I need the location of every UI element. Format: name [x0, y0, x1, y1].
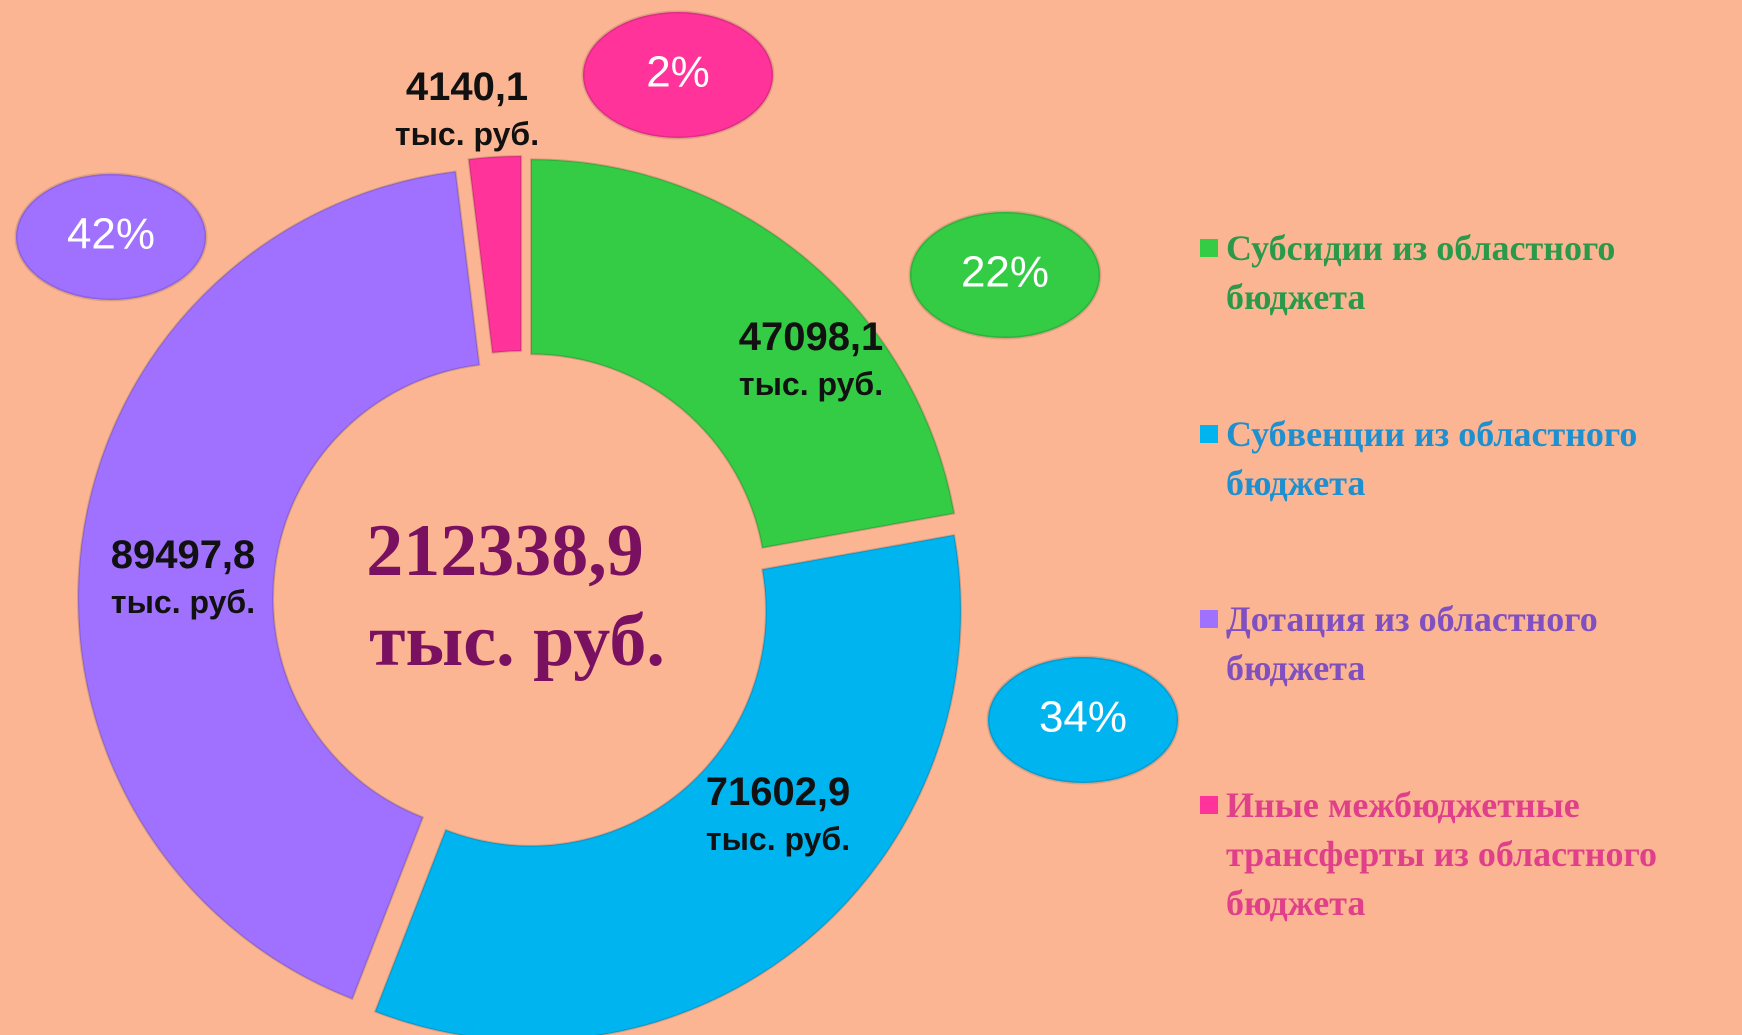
value-unit: тыс. руб. [111, 584, 255, 620]
share-label: 2% [646, 48, 710, 97]
value-unit: тыс. руб. [739, 366, 883, 402]
legend-marker [1200, 796, 1218, 814]
legend-item: Иные межбюджетные трансферты из областно… [1200, 781, 1740, 928]
legend-marker [1200, 239, 1218, 257]
value-label: 4140,1 [406, 65, 528, 109]
value-label: 89497,8 [111, 533, 256, 577]
share-bubble [14, 172, 208, 302]
center-total: 212338,9 [366, 510, 644, 592]
legend-item: Субвенции из областного бюджета [1200, 410, 1740, 508]
value-unit: тыс. руб. [706, 821, 850, 857]
value-unit: тыс. руб. [395, 116, 539, 152]
value-label: 71602,9 [706, 770, 851, 814]
donut-slice [77, 170, 481, 1001]
share-label: 22% [961, 248, 1049, 297]
value-label: 47098,1 [739, 315, 884, 359]
legend-label: Иные межбюджетные трансферты из областно… [1226, 785, 1657, 923]
share-label: 42% [67, 210, 155, 259]
share-bubble [986, 655, 1180, 785]
legend-label: Субсидии из областного бюджета [1226, 228, 1616, 317]
donut-slice [467, 155, 523, 354]
share-label: 34% [1039, 693, 1127, 742]
legend-marker [1200, 425, 1218, 443]
donut-slice [529, 158, 956, 550]
share-bubble [908, 210, 1102, 340]
center-unit: тыс. руб. [369, 600, 665, 682]
legend-label: Субвенции из областного бюджета [1226, 414, 1638, 503]
legend-item: Дотация из областного бюджета [1200, 595, 1740, 693]
legend-label: Дотация из областного бюджета [1226, 599, 1598, 688]
legend-item: Субсидии из областного бюджета [1200, 224, 1740, 322]
share-bubble [581, 10, 775, 140]
legend-marker [1200, 610, 1218, 628]
